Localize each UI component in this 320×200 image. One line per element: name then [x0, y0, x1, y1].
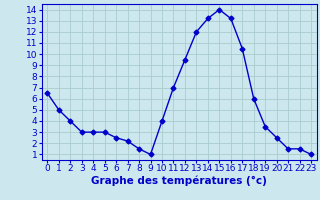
X-axis label: Graphe des températures (°c): Graphe des températures (°c) — [91, 176, 267, 186]
